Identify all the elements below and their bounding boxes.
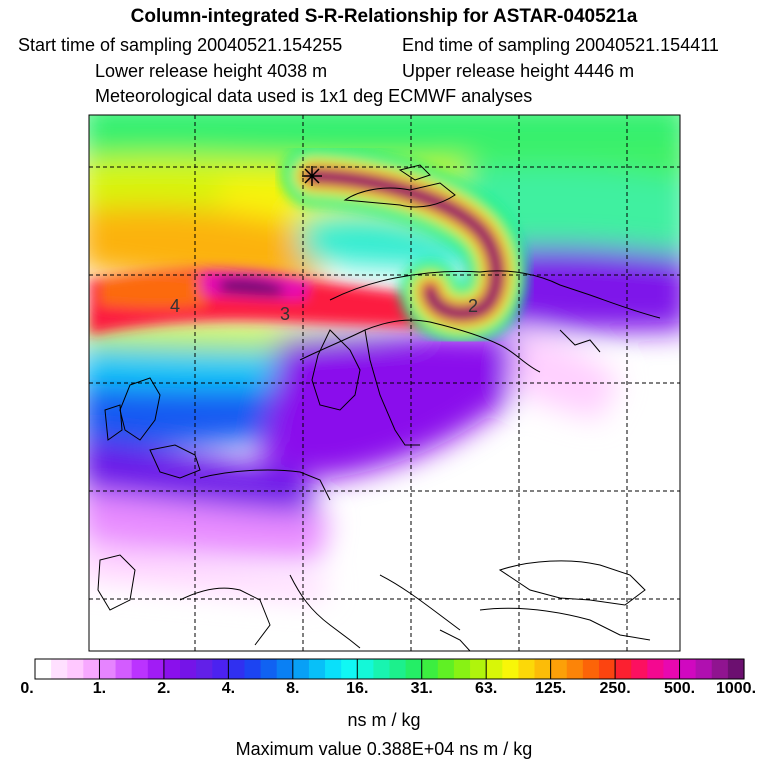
colorbar-swatch (147, 659, 165, 679)
sampling-start-time: Start time of sampling 20040521.154255 (18, 35, 343, 55)
colorbar-swatch (99, 659, 117, 679)
lower-release-height: Lower release height 4038 m (95, 61, 328, 81)
colorbar-swatch (566, 659, 584, 679)
colorbar-swatch (244, 659, 262, 679)
upper-release-height: Upper release height 4446 m (402, 61, 635, 81)
colorbar-swatch (51, 659, 68, 679)
contour-label-2: 2 (468, 296, 478, 316)
colorbar-swatch (598, 659, 616, 679)
colorbar-swatch (83, 659, 101, 679)
contour-label-4: 4 (170, 296, 180, 316)
colorbar-swatch (727, 659, 745, 679)
colorbar-swatch (35, 659, 52, 679)
colorbar-tick-label: 16. (346, 680, 369, 697)
maximum-value: Maximum value 0.388E+04 ns m / kg (235, 739, 533, 759)
colorbar-swatch (389, 659, 407, 679)
colorbar-tick-label: 0. (20, 680, 34, 697)
colorbar-tick-label: 63. (475, 680, 498, 697)
colorbar-swatch (695, 659, 713, 679)
colorbar-tick-label: 1. (92, 680, 107, 697)
colorbar-swatch (421, 659, 439, 679)
colorbar-swatch (212, 659, 229, 679)
colorbar-swatch (663, 659, 681, 679)
colorbar-swatch (180, 659, 197, 679)
colorbar-swatch (534, 659, 552, 679)
figure-title: Column-integrated S-R-Relationship for A… (130, 6, 638, 27)
colorbar-frame (34, 658, 745, 680)
colorbar-swatch (518, 659, 536, 679)
colorbar-swatch (502, 659, 520, 679)
colorbar-swatch (115, 659, 133, 679)
colorbar-swatch (647, 659, 665, 679)
star-icon (302, 166, 322, 186)
colorbar-swatch (292, 659, 310, 679)
colorbar-tick-label: 125. (535, 680, 567, 697)
colorbar-swatch (631, 659, 648, 679)
colorbar-swatch (711, 659, 729, 679)
colorbar-tick-label: 2. (157, 680, 171, 697)
colorbar-tick-label: 250. (599, 680, 631, 697)
colorbar-swatch (196, 659, 213, 679)
colorbar-swatch (470, 659, 487, 679)
colorbar-units: ns m / kg (347, 710, 421, 730)
coastlines (97, 164, 661, 651)
colorbar-swatch (67, 659, 84, 679)
colorbar-tick-label: 8. (286, 680, 300, 697)
colorbar-swatch (437, 659, 455, 679)
colorbar-dividers (98, 659, 681, 679)
colorbar-swatch (486, 659, 503, 679)
colorbar-swatch (325, 659, 342, 679)
colorbar-swatch (405, 659, 423, 679)
colorbar-swatch (373, 659, 391, 679)
colorbar-swatch (260, 659, 278, 679)
colorbar-swatch (453, 659, 471, 679)
colorbar-swatch (582, 659, 600, 679)
colorbar-swatch (163, 659, 181, 679)
colorbar-tick-label: 1000. (715, 680, 757, 697)
colorbar-swatch (550, 659, 568, 679)
colorbar-swatch (679, 659, 697, 679)
colorbar-swatches (35, 659, 745, 679)
colorbar-tick-label: 31. (410, 680, 433, 697)
meteorological-data-info: Meteorological data used is 1x1 deg ECMW… (95, 86, 533, 106)
colorbar-tick-label: 4. (221, 680, 236, 697)
colorbar-swatch (615, 659, 632, 679)
colorbar-swatch (341, 659, 358, 679)
colorbar-swatch (357, 659, 374, 679)
colorbar-swatch (131, 659, 149, 679)
colorbar-tick-label: 500. (663, 680, 696, 697)
contour-label-3: 3 (280, 304, 290, 324)
colorbar-swatch (276, 659, 294, 679)
sensitivity-field: 4 3 2 (89, 115, 680, 651)
map-frame (88, 114, 681, 652)
colorbar-swatch (228, 659, 246, 679)
colorbar-swatch (308, 659, 326, 679)
sampling-end-time: End time of sampling 20040521.154411 (402, 35, 719, 55)
